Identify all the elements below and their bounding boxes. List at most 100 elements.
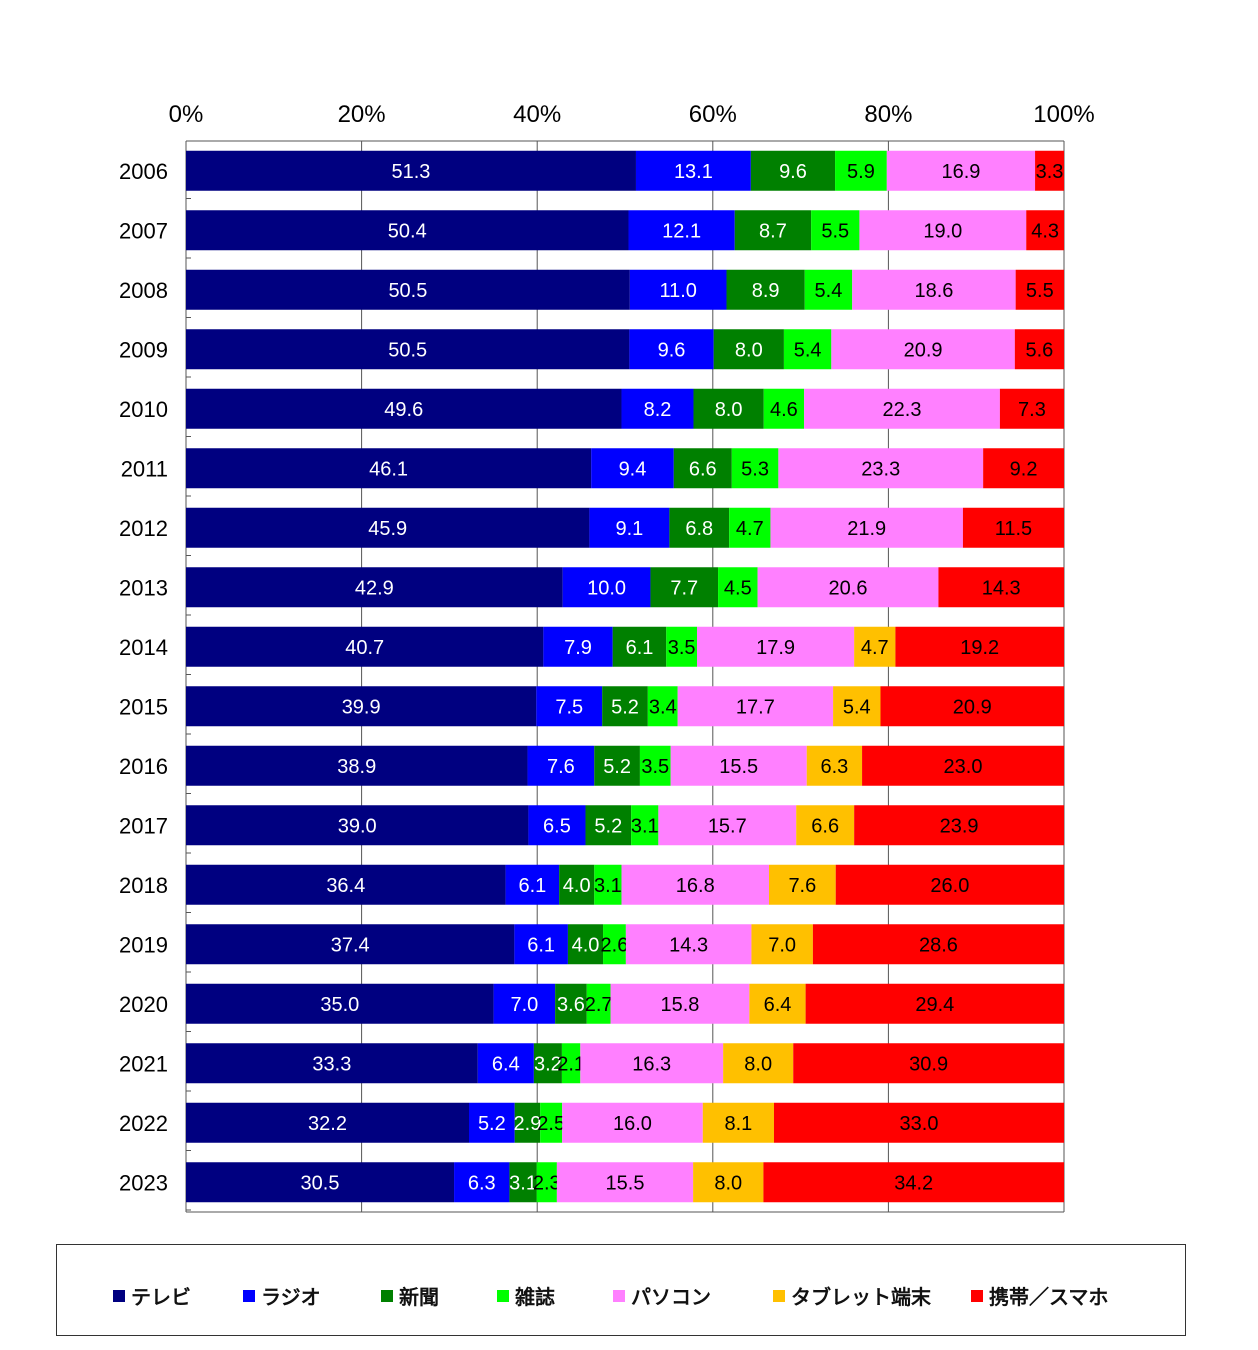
y-tick-label: 2011 xyxy=(121,456,168,481)
y-tick-label: 2023 xyxy=(119,1170,168,1195)
bar-segment xyxy=(186,983,494,1024)
y-tick-label: 2016 xyxy=(119,754,168,779)
bar-segment xyxy=(556,1162,694,1203)
data-label: 15.5 xyxy=(719,756,758,778)
bar-segment xyxy=(757,567,939,608)
bar-segment xyxy=(602,686,648,727)
bar-segment xyxy=(536,686,603,727)
y-tick-label: 2013 xyxy=(119,575,168,600)
y-tick-label: 2009 xyxy=(119,337,168,362)
data-label: 5.5 xyxy=(1026,280,1054,302)
bar-segment xyxy=(585,805,632,846)
bar-segment xyxy=(734,210,812,251)
data-label: 8.0 xyxy=(715,399,743,421)
data-label: 50.4 xyxy=(388,220,427,242)
legend-swatch xyxy=(971,1289,983,1302)
bar-segment xyxy=(186,686,537,727)
bar-segment xyxy=(594,864,622,905)
data-label: 6.1 xyxy=(626,637,654,659)
bar-segment xyxy=(186,626,544,667)
data-label: 9.4 xyxy=(619,458,647,480)
data-label: 6.3 xyxy=(820,756,848,778)
y-tick-label: 2022 xyxy=(119,1111,168,1136)
data-label: 15.8 xyxy=(660,994,699,1016)
bar-segment xyxy=(631,805,659,846)
bar-segment xyxy=(723,1043,794,1084)
bar-segment xyxy=(713,329,784,370)
data-label: 3.5 xyxy=(668,637,696,659)
x-tick-label: 40% xyxy=(513,101,561,128)
data-label: 45.9 xyxy=(368,518,407,540)
data-label: 46.1 xyxy=(369,458,408,480)
bar-segment xyxy=(666,626,697,667)
bar-segment xyxy=(468,1102,515,1143)
data-label: 2.9 xyxy=(514,1113,542,1135)
bar-segment xyxy=(186,150,636,191)
legend-label: タブレット端末 xyxy=(791,1285,931,1309)
bar-segment xyxy=(886,150,1036,191)
data-label: 36.4 xyxy=(326,875,365,897)
bar-segment xyxy=(768,864,836,905)
data-label: 3.2 xyxy=(534,1053,562,1075)
bar-segment xyxy=(561,1043,581,1084)
data-label: 29.4 xyxy=(915,994,954,1016)
bar-segment xyxy=(880,686,1064,727)
bar-segment xyxy=(610,983,750,1024)
data-label: 49.6 xyxy=(384,399,423,421)
data-label: 4.3 xyxy=(1031,220,1059,242)
data-label: 7.6 xyxy=(547,756,575,778)
data-label: 34.2 xyxy=(894,1172,933,1194)
bar-segment xyxy=(806,745,863,786)
data-label: 6.4 xyxy=(492,1053,520,1075)
legend-label: テレビ xyxy=(131,1285,191,1309)
data-label: 8.7 xyxy=(759,220,787,242)
bar-segment xyxy=(796,805,855,846)
data-label: 20.9 xyxy=(953,696,992,718)
bar-segment xyxy=(186,507,590,548)
bar-segment xyxy=(835,150,887,191)
bar-segment xyxy=(639,745,671,786)
data-label: 20.9 xyxy=(904,339,943,361)
data-label: 3.1 xyxy=(594,875,622,897)
bar-segment xyxy=(186,1102,469,1143)
data-label: 2.1 xyxy=(557,1053,585,1075)
bar-segment xyxy=(509,1162,537,1203)
bar-segment xyxy=(589,507,670,548)
data-label: 23.0 xyxy=(944,756,983,778)
data-label: 42.9 xyxy=(355,577,394,599)
data-label: 17.9 xyxy=(756,637,795,659)
data-label: 11.0 xyxy=(659,280,696,302)
bar-segment xyxy=(186,1043,478,1084)
data-label: 8.0 xyxy=(714,1172,742,1194)
bar-segment xyxy=(833,686,881,727)
data-label: 5.4 xyxy=(794,339,822,361)
bar-segment xyxy=(527,745,595,786)
data-label: 9.6 xyxy=(658,339,686,361)
bar-segment xyxy=(1035,150,1064,191)
x-tick-label: 0% xyxy=(169,101,204,128)
bar-segment xyxy=(514,1102,541,1143)
data-label: 3.5 xyxy=(641,756,669,778)
data-label: 3.1 xyxy=(631,815,659,837)
data-label: 4.0 xyxy=(563,875,591,897)
y-tick-label: 2019 xyxy=(119,932,168,957)
data-label: 9.6 xyxy=(779,161,807,183)
data-label: 18.6 xyxy=(914,280,953,302)
data-label: 5.3 xyxy=(741,458,769,480)
bar-segment xyxy=(1014,329,1064,370)
bar-segment xyxy=(854,626,896,667)
data-label: 16.3 xyxy=(632,1053,671,1075)
bar-segment xyxy=(186,567,563,608)
data-label: 6.5 xyxy=(543,815,571,837)
data-label: 5.4 xyxy=(843,696,871,718)
bar-segment xyxy=(493,983,556,1024)
bar-segment xyxy=(831,329,1015,370)
x-tick-label: 20% xyxy=(338,101,386,128)
bar-segment xyxy=(580,1043,724,1084)
bar-segment xyxy=(805,983,1064,1024)
data-label: 33.0 xyxy=(900,1113,939,1135)
legend-item: ラジオ xyxy=(243,1281,321,1310)
legend-item: 雑誌 xyxy=(497,1281,555,1310)
bar-segment xyxy=(186,924,515,965)
bar-segment xyxy=(562,567,651,608)
